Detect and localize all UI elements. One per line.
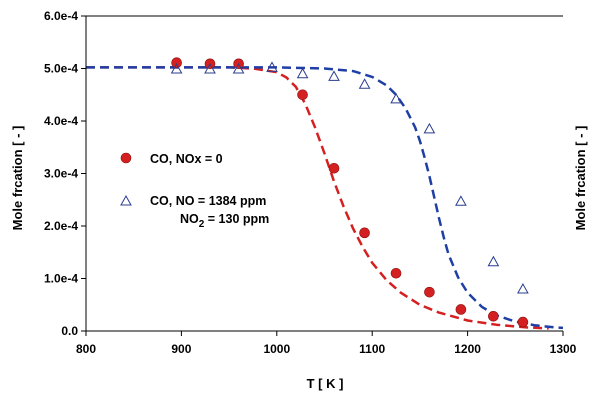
data-point-co-nox-0 (424, 286, 435, 298)
legend-label-co-nox-0: CO, NOx = 0 (150, 152, 223, 166)
data-point-co-nox-0 (171, 57, 182, 69)
y-tick-label: 3.0e-4 (44, 167, 78, 181)
y-tick-label: 6.0e-4 (44, 9, 78, 23)
x-axis-title: T [ K ] (307, 376, 344, 391)
data-point-co-no (390, 92, 402, 104)
y-axis-title-left: Mole frcation [ - ] (10, 126, 25, 231)
data-point-co-nox-0 (328, 162, 340, 174)
data-point-co-no (232, 62, 245, 74)
data-point-co-nox-0 (390, 267, 402, 279)
data-point-co-nox-0 (517, 316, 529, 328)
x-tick-label: 1100 (359, 342, 385, 356)
data-point-co-nox-0 (359, 227, 370, 239)
data-point-co-no (423, 122, 436, 134)
y-tick-label: 1.0e-4 (44, 272, 78, 286)
data-point-co-no (204, 62, 216, 74)
y-tick-label: 5.0e-4 (44, 62, 78, 76)
data-point-co-no (266, 61, 278, 72)
legend: CO, NOx = 0 CO, NO = 1384 ppm NO2 = 130 … (120, 152, 269, 230)
legend-label-no2-sub: 2 (199, 219, 205, 230)
y-tick-label: 0.0 (61, 324, 78, 338)
data-point-co-no (455, 195, 467, 206)
data-point-co-nox-0 (297, 89, 308, 101)
data-point-co-no (328, 70, 340, 81)
legend-marker-co-nox-0 (120, 152, 132, 164)
x-tick-label: 1300 (550, 342, 577, 356)
data-point-co-no (170, 62, 183, 74)
legend-label-co-no: CO, NO = 1384 ppm (150, 194, 266, 208)
model-curve-red (86, 66, 549, 330)
data-point-co-nox-0 (455, 304, 467, 315)
x-tick-label: 800 (76, 342, 96, 356)
legend-marker-co-no (120, 194, 132, 206)
data-point-co-no (517, 282, 529, 294)
y-tick-label: 4.0e-4 (44, 114, 78, 128)
x-tick-label: 900 (171, 342, 191, 356)
legend-label-no2-prefix: NO (180, 212, 199, 226)
model-curve-blue (86, 66, 564, 330)
data-point-co-no (487, 255, 500, 267)
x-tick-label: 1000 (263, 342, 290, 356)
data-point-co-no (358, 78, 371, 89)
legend-label-no2: NO2 = 130 ppm (180, 212, 269, 230)
data-point-co-nox-0 (488, 310, 499, 322)
y-tick-label: 2.0e-4 (44, 219, 78, 233)
legend-label-no2-suffix: = 130 ppm (204, 212, 269, 226)
y-axis-title-right: Mole frcation [ - ] (573, 126, 588, 231)
data-point-co-no (296, 67, 309, 79)
x-tick-label: 1200 (454, 342, 481, 356)
